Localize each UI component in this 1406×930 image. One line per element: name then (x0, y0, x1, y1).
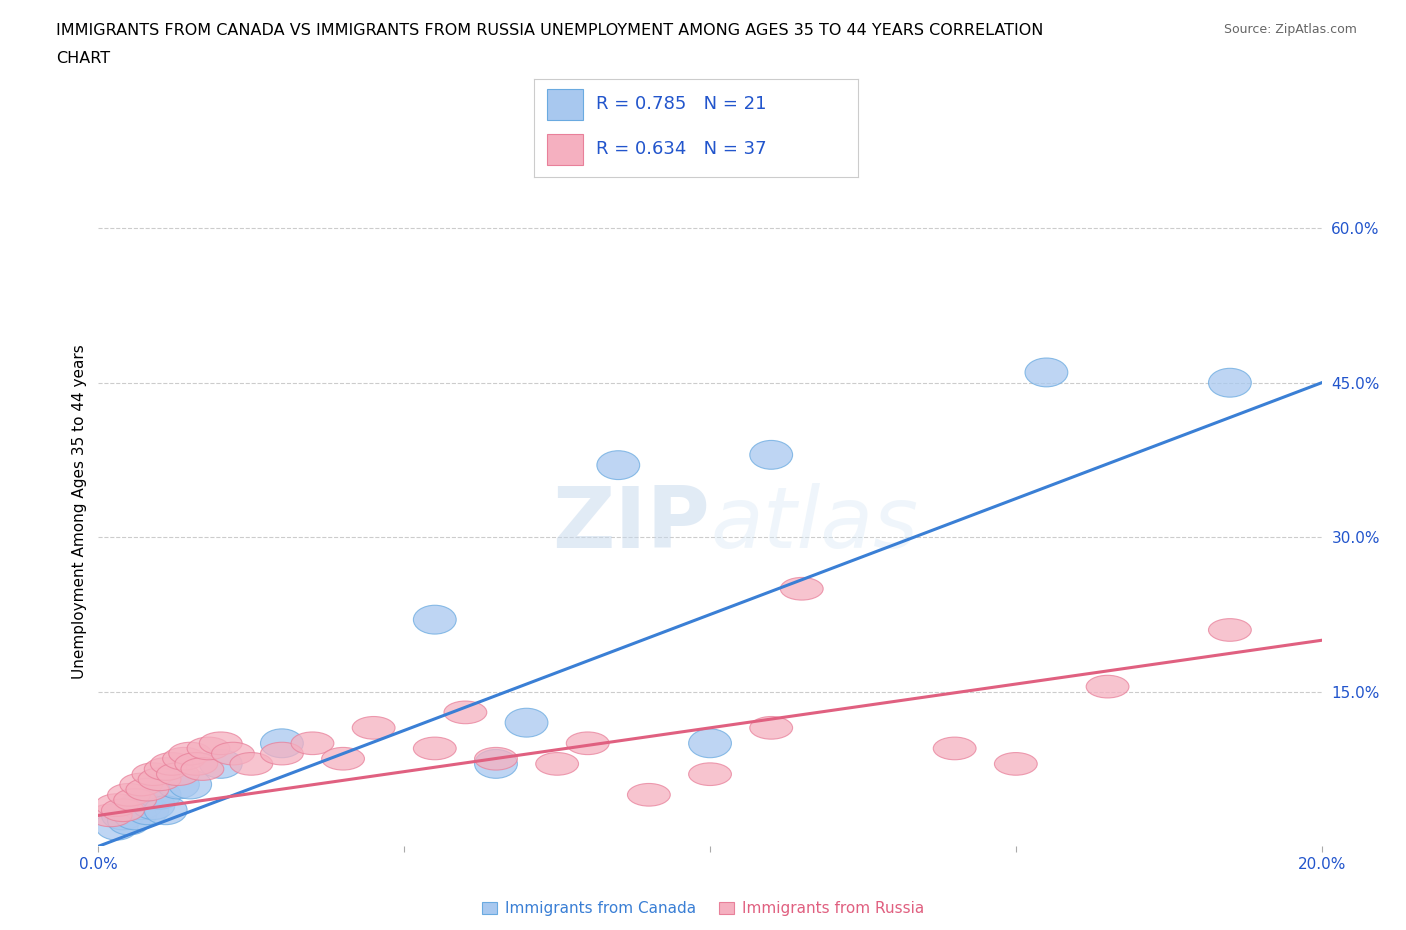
Ellipse shape (200, 732, 242, 754)
Ellipse shape (627, 783, 671, 806)
Ellipse shape (994, 752, 1038, 776)
Ellipse shape (211, 742, 254, 764)
Ellipse shape (101, 801, 145, 830)
Ellipse shape (322, 748, 364, 770)
Ellipse shape (413, 737, 456, 760)
Ellipse shape (231, 752, 273, 776)
Ellipse shape (114, 789, 156, 811)
Ellipse shape (475, 748, 517, 770)
Ellipse shape (181, 758, 224, 780)
Ellipse shape (138, 768, 181, 790)
Ellipse shape (353, 716, 395, 739)
Ellipse shape (132, 790, 174, 819)
Ellipse shape (1025, 358, 1067, 387)
Ellipse shape (749, 441, 793, 470)
Ellipse shape (444, 701, 486, 724)
Ellipse shape (260, 742, 304, 764)
Ellipse shape (169, 770, 211, 799)
Ellipse shape (156, 763, 200, 786)
Text: Source: ZipAtlas.com: Source: ZipAtlas.com (1223, 23, 1357, 36)
Ellipse shape (567, 732, 609, 754)
Ellipse shape (749, 716, 793, 739)
Ellipse shape (145, 758, 187, 780)
Ellipse shape (96, 811, 138, 840)
Text: ZIP: ZIP (553, 484, 710, 566)
Ellipse shape (127, 796, 169, 825)
Ellipse shape (291, 732, 333, 754)
Bar (547, 134, 583, 165)
Ellipse shape (101, 799, 145, 821)
Y-axis label: Unemployment Among Ages 35 to 44 years: Unemployment Among Ages 35 to 44 years (72, 344, 87, 679)
Ellipse shape (475, 750, 517, 778)
Legend: Immigrants from Canada, Immigrants from Russia: Immigrants from Canada, Immigrants from … (475, 896, 931, 923)
Ellipse shape (96, 794, 138, 817)
Ellipse shape (174, 752, 218, 776)
Ellipse shape (169, 742, 211, 764)
Ellipse shape (934, 737, 976, 760)
Text: R = 0.785   N = 21: R = 0.785 N = 21 (596, 96, 766, 113)
Ellipse shape (260, 729, 304, 758)
Ellipse shape (1209, 618, 1251, 642)
Text: R = 0.634   N = 37: R = 0.634 N = 37 (596, 140, 766, 158)
Text: IMMIGRANTS FROM CANADA VS IMMIGRANTS FROM RUSSIA UNEMPLOYMENT AMONG AGES 35 TO 4: IMMIGRANTS FROM CANADA VS IMMIGRANTS FRO… (56, 23, 1043, 38)
Ellipse shape (1087, 675, 1129, 698)
Ellipse shape (505, 709, 548, 737)
Ellipse shape (200, 750, 242, 778)
Ellipse shape (127, 778, 169, 801)
Ellipse shape (89, 804, 132, 827)
Text: CHART: CHART (56, 51, 110, 66)
Ellipse shape (114, 801, 156, 830)
Ellipse shape (150, 752, 193, 776)
Ellipse shape (536, 752, 578, 776)
Ellipse shape (689, 763, 731, 786)
Bar (547, 89, 583, 120)
Ellipse shape (1209, 368, 1251, 397)
Ellipse shape (120, 790, 163, 819)
Ellipse shape (689, 729, 731, 758)
Ellipse shape (138, 780, 181, 809)
Ellipse shape (108, 806, 150, 835)
Ellipse shape (780, 578, 823, 600)
Ellipse shape (598, 451, 640, 480)
Ellipse shape (187, 737, 231, 760)
Ellipse shape (108, 783, 150, 806)
Ellipse shape (132, 763, 174, 786)
Ellipse shape (413, 605, 456, 634)
Ellipse shape (163, 748, 205, 770)
Text: atlas: atlas (710, 484, 918, 566)
Ellipse shape (156, 770, 200, 799)
Ellipse shape (145, 796, 187, 825)
Ellipse shape (120, 773, 163, 796)
